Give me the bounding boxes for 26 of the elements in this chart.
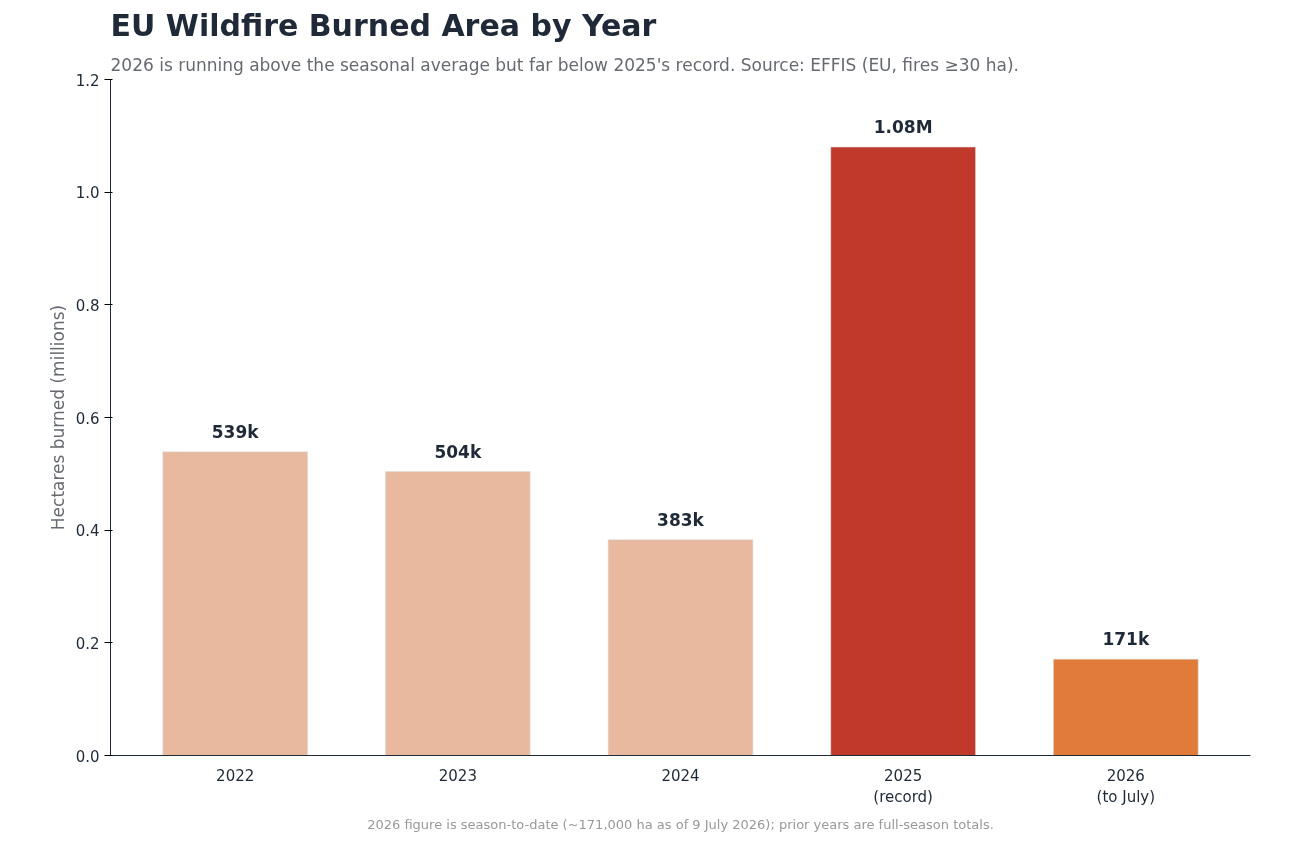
y-axis-title: Hectares burned (millions) (47, 304, 68, 531)
y-tick-label: 0.0 (75, 747, 100, 766)
bar (830, 146, 976, 756)
bar (162, 451, 308, 756)
bar (1053, 658, 1199, 756)
annotation: 504k (434, 441, 482, 462)
y-tick-label: 0.2 (75, 634, 100, 653)
bar (607, 539, 754, 756)
bar (385, 471, 531, 756)
annotation: 171k (1102, 629, 1150, 650)
x-tick-label: 2023 (438, 766, 477, 785)
y-tick-label: 1.0 (75, 184, 100, 203)
y-tick-label: 0.4 (75, 522, 100, 541)
y-tick-label: 0.8 (75, 296, 100, 315)
chart-subtitle: 2026 is running above the seasonal average but far below 2025's record. Source: EFFIS (EU, fires ≥30 ha). (110, 54, 1019, 75)
x-tick-label: 2022 (216, 766, 255, 785)
annotation: 539k (211, 421, 260, 442)
x-tick-label: 2024 (661, 766, 700, 785)
text: 2026 figure is season-to-date (~171,000 ha as of 9 July 2026); prior years are full-season totals. (367, 816, 994, 832)
annotation: 1.08M (873, 117, 933, 138)
y-tick-label: 0.6 (75, 409, 100, 428)
annotation: 383k (657, 509, 705, 530)
x-tick-label: 2025 (record) (873, 766, 933, 807)
y-tick-label: 1.2 (75, 71, 100, 90)
x-tick-label: 2026 (to July) (1096, 766, 1156, 807)
chart-title: EU Wildfire Burned Area by Year (110, 7, 657, 43)
